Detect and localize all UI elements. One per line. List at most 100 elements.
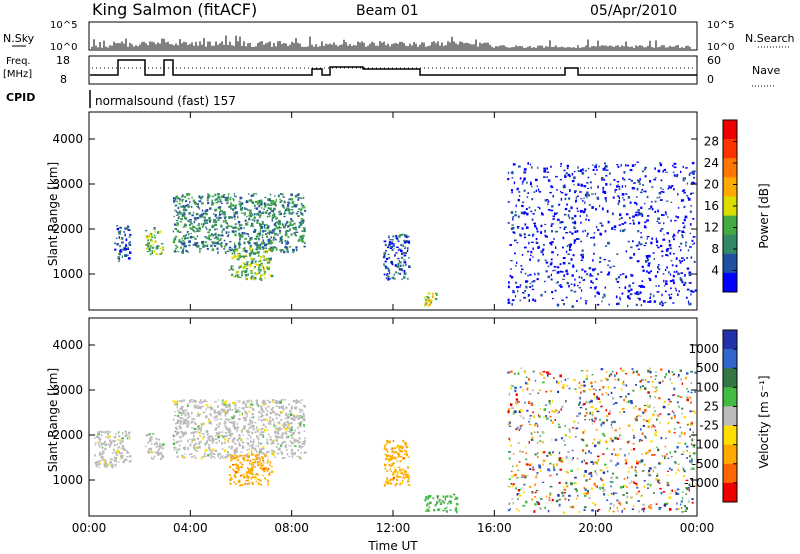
echo-cell — [183, 447, 185, 450]
echo-cell — [205, 415, 208, 417]
echo-cell — [264, 205, 267, 208]
echo-cell — [121, 255, 123, 258]
echo-cell — [259, 457, 261, 461]
echo-cell — [197, 412, 200, 415]
echo-cell — [121, 437, 124, 440]
echo-cell — [515, 393, 518, 396]
echo-cell — [251, 222, 254, 226]
echo-cell — [657, 266, 659, 269]
echo-cell — [278, 241, 281, 243]
echo-cell — [513, 232, 516, 234]
echo-cell — [107, 463, 110, 466]
echo-cell — [187, 422, 190, 426]
echo-cell — [280, 418, 283, 421]
echo-cell — [562, 384, 565, 386]
echo-cell — [127, 431, 131, 435]
echo-cell — [275, 417, 278, 420]
echo-cell — [565, 481, 568, 485]
echo-cell — [214, 419, 217, 421]
echo-cell — [625, 501, 628, 504]
echo-cell — [648, 208, 651, 210]
echo-cell — [233, 452, 236, 455]
echo-cell — [637, 230, 640, 233]
echo-cell — [279, 428, 281, 431]
echo-cell — [257, 444, 259, 447]
echo-cell — [570, 289, 573, 292]
noise-tick-high-right: 10^5 — [707, 20, 734, 31]
echo-cell — [530, 254, 532, 257]
echo-cell — [557, 423, 560, 426]
echo-cell — [277, 223, 281, 226]
echo-cell — [122, 448, 125, 451]
echo-cell — [236, 471, 239, 474]
echo-cell — [563, 274, 566, 277]
echo-cell — [196, 206, 198, 208]
echo-cell — [283, 421, 286, 425]
echo-cell — [126, 437, 128, 440]
echo-cell — [218, 425, 220, 428]
echo-cell — [251, 201, 255, 204]
echo-cell — [442, 509, 445, 512]
echo-cell — [238, 442, 241, 445]
echo-cell — [599, 260, 602, 263]
echo-cell — [647, 271, 651, 274]
echo-cell — [590, 461, 594, 463]
echo-cell — [250, 471, 253, 474]
echo-cell — [578, 401, 581, 405]
echo-cell — [660, 436, 663, 439]
echo-cell — [608, 509, 610, 513]
echo-cell — [205, 213, 208, 216]
echo-cell — [219, 434, 222, 437]
echo-cell — [202, 456, 205, 458]
echo-cell — [229, 482, 232, 485]
echo-cell — [153, 455, 156, 458]
colorbar-segment — [723, 349, 737, 369]
echo-cell — [537, 188, 540, 191]
echo-cell — [238, 256, 242, 259]
echo-cell — [290, 422, 293, 425]
echo-cell — [293, 232, 296, 235]
echo-cell — [118, 446, 121, 448]
colorbar-segment — [723, 368, 737, 388]
echo-cell — [667, 421, 670, 425]
echo-cell — [182, 205, 185, 208]
echo-cell — [608, 271, 611, 274]
echo-cell — [290, 445, 292, 447]
echo-cell — [682, 189, 686, 191]
echo-cell — [622, 273, 625, 275]
echo-cell — [263, 266, 265, 270]
echo-cell — [663, 222, 665, 225]
echo-cell — [682, 226, 686, 229]
echo-cell — [207, 195, 209, 198]
echo-cell — [242, 416, 245, 420]
echo-cell — [619, 486, 623, 489]
echo-cell — [507, 485, 510, 488]
echo-cell — [149, 447, 151, 450]
echo-cell — [106, 430, 109, 433]
echo-cell — [694, 289, 697, 292]
echo-cell — [520, 265, 523, 267]
echo-cell — [267, 483, 270, 486]
echo-cell — [298, 437, 301, 440]
echo-cell — [657, 270, 659, 274]
echo-cell — [182, 249, 184, 252]
echo-cell — [190, 456, 194, 458]
echo-cell — [527, 402, 531, 404]
echo-cell — [592, 411, 594, 414]
colorbar-tick-label: -500 — [692, 457, 719, 471]
echo-cell — [651, 237, 654, 240]
echo-cell — [184, 414, 187, 417]
echo-cell — [279, 193, 282, 195]
echo-cell — [524, 212, 527, 214]
echo-cell — [251, 408, 255, 411]
echo-cell — [207, 436, 210, 438]
echo-cell — [253, 466, 256, 468]
echo-cell — [230, 203, 232, 206]
echo-cell — [681, 407, 684, 410]
echo-cell — [662, 238, 666, 241]
echo-cell — [565, 400, 567, 403]
echo-cell — [427, 296, 430, 300]
echo-cell — [243, 232, 246, 235]
echo-cell — [247, 442, 250, 446]
echo-cell — [234, 470, 238, 474]
